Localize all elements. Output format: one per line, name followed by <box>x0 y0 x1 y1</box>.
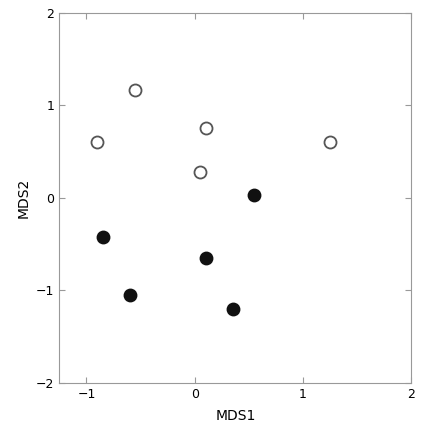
X-axis label: MDS1: MDS1 <box>215 409 256 423</box>
Point <box>126 292 133 298</box>
Point <box>229 305 236 312</box>
Point <box>326 139 333 146</box>
Y-axis label: MDS2: MDS2 <box>17 178 31 218</box>
Point <box>197 169 204 175</box>
Point <box>251 192 258 199</box>
Point <box>99 233 106 240</box>
Point <box>202 255 209 261</box>
Point <box>132 86 139 93</box>
Point <box>94 139 100 146</box>
Point <box>202 125 209 132</box>
